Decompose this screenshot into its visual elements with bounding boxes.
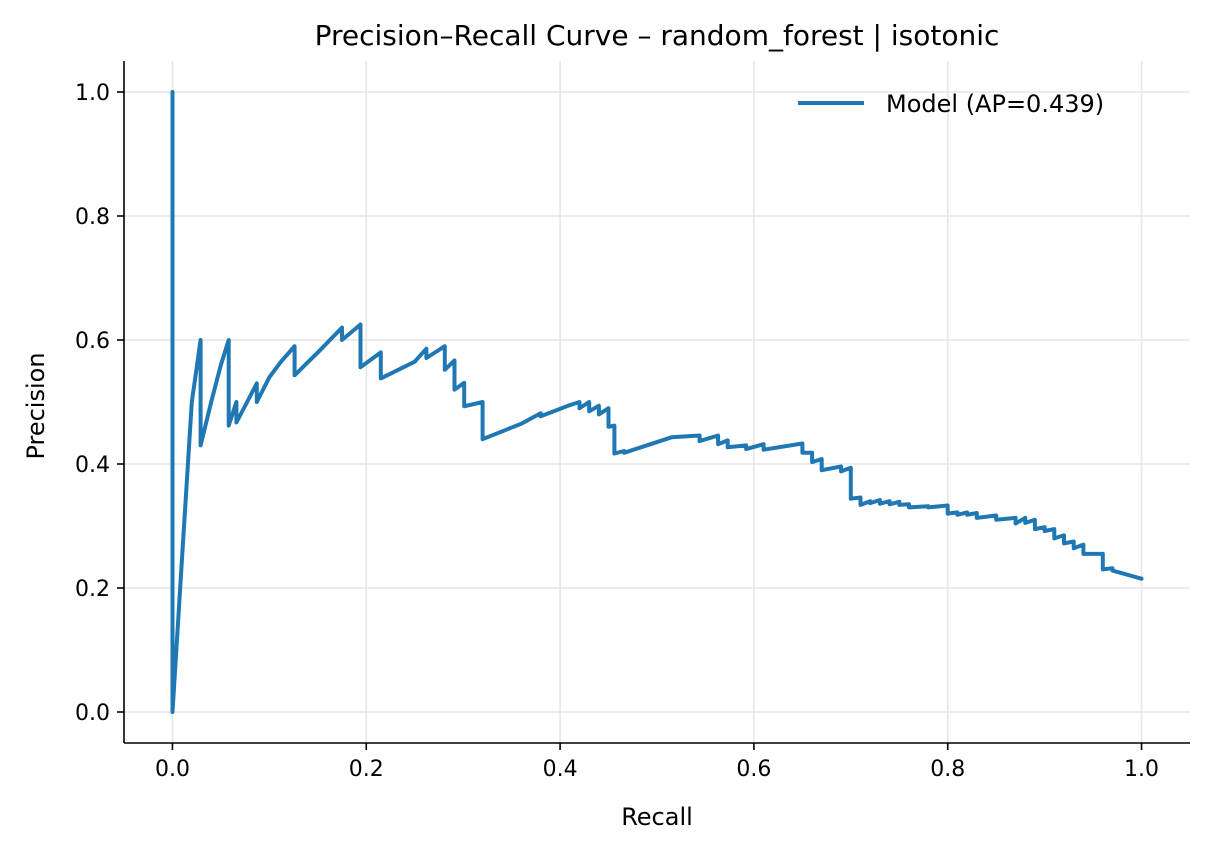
x-tick-label: 0.4 [543,757,578,782]
y-tick-label: 1.0 [75,81,110,106]
pr-curve-line [170,90,1144,714]
x-tick-label: 0.6 [736,757,771,782]
x-tick-label: 0.8 [930,757,965,782]
y-tick-label: 0.0 [75,701,110,726]
ticks: 0.0 0.2 0.4 0.6 0.8 1.0 0.0 0.2 0.4 0.6 0.8 1.0 [75,81,1159,782]
x-axis-label: Recall [621,803,693,831]
x-tick-label: 0.0 [155,757,190,782]
y-tick-label: 0.6 [75,329,110,354]
legend: Model (AP=0.439) [798,90,1104,118]
legend-label: Model (AP=0.439) [886,90,1104,118]
x-tick-label: 0.2 [349,757,384,782]
grid [124,61,1190,743]
y-tick-label: 0.4 [75,453,110,478]
y-tick-label: 0.2 [75,577,110,602]
series-layer [170,90,1144,714]
axes [123,61,1190,744]
y-tick-label: 0.8 [75,205,110,230]
x-tick-label: 1.0 [1124,757,1159,782]
chart-title: Precision–Recall Curve – random_forest |… [315,19,1000,52]
y-axis-label: Precision [22,352,50,459]
